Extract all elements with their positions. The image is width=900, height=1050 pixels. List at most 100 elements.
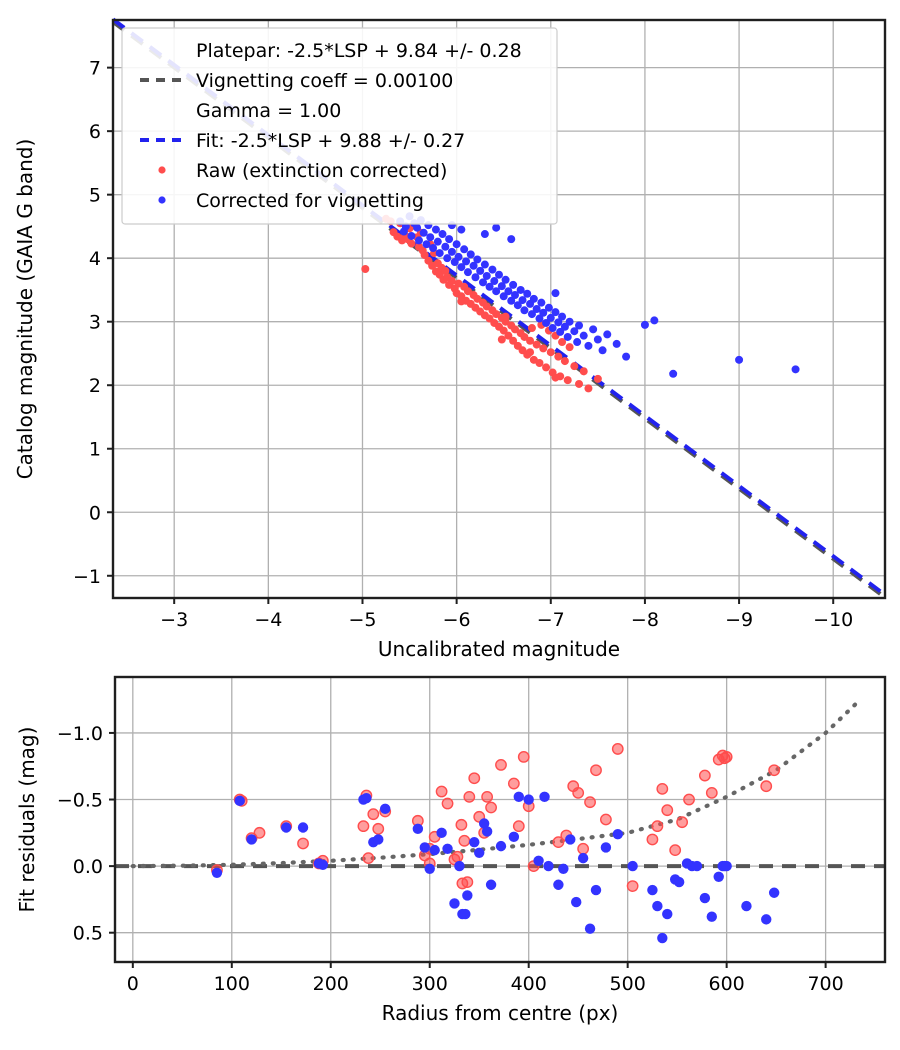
data-point [661,804,674,817]
data-point [676,816,689,829]
residuals-y-axis-title: Fit residuals (mag) [15,727,39,913]
data-point [768,764,781,777]
data-point [461,876,474,888]
data-point [523,794,534,805]
data-point [584,796,596,809]
data-point [443,254,452,263]
data-point [445,235,454,244]
data-point [372,822,385,835]
residuals-x-axis-title: Radius from centre (px) [382,1001,619,1025]
data-point [768,887,780,898]
data-point [673,876,685,888]
x-tick-label: −7 [537,609,565,631]
calibration-x-axis-title: Uncalibrated magnitude [378,637,620,661]
data-point [542,363,551,372]
y-tick-label: 5 [89,185,101,207]
data-point [407,231,416,240]
data-point [669,369,678,378]
data-point [457,225,466,234]
data-point [558,338,567,347]
data-point [361,792,372,804]
data-point [463,287,472,296]
data-point [539,791,550,803]
legend-label: Platepar: -2.5*LSP + 9.84 +/- 0.28 [196,40,522,62]
data-point [435,249,444,258]
data-point [544,303,553,312]
data-point [480,230,489,239]
data-point [485,879,497,890]
data-point [560,357,569,366]
data-point [554,318,563,327]
data-point [297,837,309,850]
data-point [584,923,596,934]
data-point [565,317,574,326]
data-point [735,355,744,364]
data-point [495,758,507,771]
residuals-tick-labels: 0 100 200 300 400 500 600 700 0.5 0.0 −0.5 −1.0 [57,723,844,995]
data-point [563,376,572,385]
data-point [579,367,588,376]
data-point [657,932,668,944]
data-point [507,235,516,244]
data-point [460,245,469,254]
y-tick-label: 6 [89,121,101,143]
legend-background [121,27,558,225]
data-point [590,884,602,896]
data-point [698,769,711,782]
data-point [542,318,551,327]
data-point [556,327,565,336]
data-point [495,270,503,279]
data-point [520,306,529,315]
data-point [539,308,548,317]
data-point [478,818,490,829]
data-point [527,310,536,319]
data-point [612,339,621,348]
data-point [447,277,456,286]
data-point [420,251,429,260]
data-point [492,310,501,319]
data-point [656,782,669,795]
x-tick-label: −8 [631,609,659,631]
data-point [462,890,473,901]
data-point [441,266,450,275]
data-point [571,896,582,908]
data-point [539,344,548,353]
data-point [699,892,711,904]
data-point [565,343,574,352]
data-point [441,797,454,810]
x-tick-label: −5 [348,609,376,631]
data-point [473,255,482,264]
data-point [520,332,529,341]
data-point [579,331,588,340]
data-point [626,880,639,892]
data-point [558,863,569,874]
x-tick-label: −4 [254,609,282,631]
data-point [234,795,245,807]
data-point [584,384,593,393]
data-point [379,803,391,815]
data-point [543,860,554,872]
data-point [647,884,658,896]
data-point [438,230,447,239]
x-tick-label: 400 [511,973,547,995]
data-point [600,842,612,853]
data-point [511,291,520,300]
y-tick-label: 7 [89,58,101,80]
data-point [471,273,480,282]
data-point [431,225,440,234]
data-point [575,379,584,388]
data-point [611,743,624,755]
data-point [422,240,431,249]
data-point [570,362,579,371]
data-point [646,833,659,846]
data-point [473,294,482,303]
data-point [552,836,565,849]
data-point [570,327,579,336]
y-tick-label: 2 [89,375,101,397]
data-point [551,308,560,317]
data-point [373,834,384,845]
data-point [517,751,530,763]
data-point [554,352,563,361]
data-point [761,914,772,925]
